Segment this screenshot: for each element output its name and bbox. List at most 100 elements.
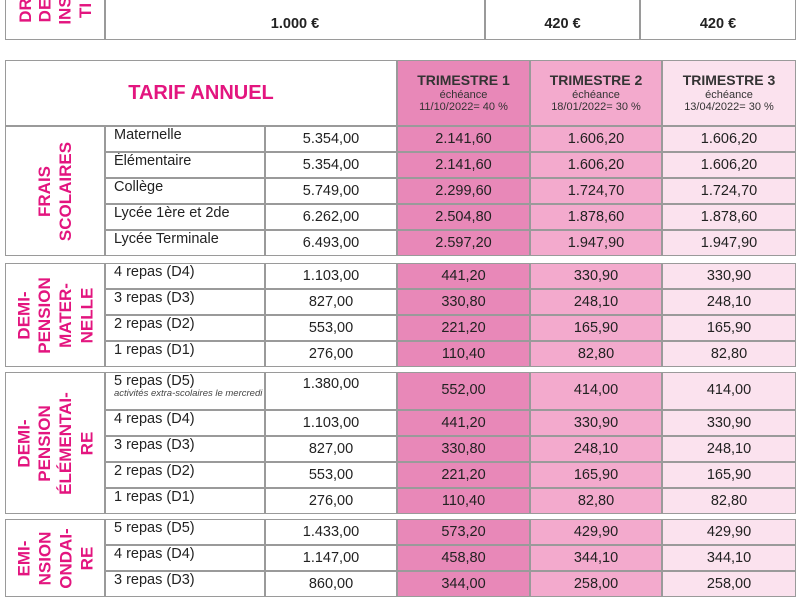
amount: 429,90 [662,519,796,545]
amount: 110,40 [397,341,530,367]
amount: 258,00 [530,571,662,597]
amount: 1.103,00 [265,263,397,289]
amount: 860,00 [265,571,397,597]
amount: 1.103,00 [265,410,397,436]
amount: 248,10 [530,289,662,315]
amount: 1.606,20 [530,152,662,178]
section-cell [5,372,105,514]
row-label: 2 repas (D2) [105,315,265,341]
term-due: échéance [572,88,620,101]
amount: 82,80 [530,341,662,367]
amount: 82,80 [530,488,662,514]
amount: 221,20 [397,315,530,341]
amount: 1.947,90 [662,230,796,256]
amount: 553,00 [265,462,397,488]
amount: 827,00 [265,436,397,462]
amount: 573,20 [397,519,530,545]
amount: 82,80 [662,488,796,514]
amount: 5.354,00 [265,152,397,178]
amount: 330,90 [530,263,662,289]
amount: 1.606,20 [662,126,796,152]
amount: 330,90 [662,410,796,436]
section-label: NSION [34,531,54,585]
row-label: 4 repas (D4) [105,410,265,436]
amount: 1.724,70 [530,178,662,204]
section-label: SCOLAIRES [56,141,76,241]
term-header: TRIMESTRE 2 échéance 18/01/2022= 30 % [530,60,662,126]
row-label-text: 4 repas (D4) [114,411,195,427]
row-label-text: 1 repas (D1) [114,342,195,358]
amount: 441,20 [397,410,530,436]
section-label: RE [76,431,96,455]
amount: 2.504,80 [397,204,530,230]
row-label: 5 repas (D5) [105,519,265,545]
row-label: 2 repas (D2) [105,462,265,488]
amount: 2.141,60 [397,126,530,152]
amount: 248,10 [662,436,796,462]
row-label-text: 3 repas (D3) [114,290,195,306]
amount: 5.749,00 [265,178,397,204]
section-label: PENSION [34,404,54,482]
row-label-text: 5 repas (D5) [114,520,195,536]
amount: 429,90 [530,519,662,545]
row-label: Lycée Terminale [105,230,265,256]
amount: 1.380,00 [265,372,397,410]
section-label: PENSION [34,276,54,354]
section-label: DE [35,0,55,22]
section-label: DR [15,0,35,23]
section-cell [5,126,105,256]
row-label-text: 5 repas (D5) [114,373,195,389]
row-label: 4 repas (D4) [105,263,265,289]
amount: 1.947,90 [530,230,662,256]
amount: 1.606,20 [530,126,662,152]
term-date: 13/04/2022= 30 % [684,100,774,113]
row-label: 4 repas (D4) [105,545,265,571]
amount: 221,20 [397,462,530,488]
amount: 5.354,00 [265,126,397,152]
amount: 165,90 [662,462,796,488]
section-label: EMI- [13,540,33,576]
amount: 248,10 [662,289,796,315]
amount: 248,10 [530,436,662,462]
amount: 6.493,00 [265,230,397,256]
amount: 330,90 [662,263,796,289]
amount: 1.878,60 [530,204,662,230]
amount: 344,10 [662,545,796,571]
row-label-text: Maternelle [114,127,182,143]
row-label-text: 2 repas (D2) [114,463,195,479]
amount: 414,00 [530,372,662,410]
term-name: TRIMESTRE 1 [417,72,510,89]
amount: 165,90 [662,315,796,341]
row-label-text: 4 repas (D4) [114,264,195,280]
row-label-text: 4 repas (D4) [114,546,195,562]
term-date: 11/10/2022= 40 % [419,100,508,113]
amount: 1.433,00 [265,519,397,545]
amount: 441,20 [397,263,530,289]
row-label-text: 3 repas (D3) [114,572,195,588]
section-label: MATER- [55,282,75,348]
row-label: 1 repas (D1) [105,341,265,367]
amount: 1.147,00 [265,545,397,571]
row-label-text: Élémentaire [114,153,192,169]
row-label: 3 repas (D3) [105,571,265,597]
amount: 414,00 [662,372,796,410]
section-cell [5,519,105,597]
amount: 165,90 [530,462,662,488]
section-label: DEMI- [14,290,34,340]
fee-cell: 420 € [485,0,640,40]
row-label: Collège [105,178,265,204]
fee-cell: 420 € [640,0,796,40]
section-label: RE [76,546,96,570]
label-cell [5,0,105,40]
term-due: échéance [705,88,753,101]
row-note: activités extra-scolaires le mercredi [114,388,263,399]
amount: 6.262,00 [265,204,397,230]
row-label-text: 2 repas (D2) [114,316,195,332]
amount: 1.724,70 [662,178,796,204]
section-label: ONDAI- [56,527,76,589]
term-due: échéance [439,88,488,101]
header-title: TARIF ANNUEL [5,60,397,126]
amount: 827,00 [265,289,397,315]
row-label-text: Collège [114,179,164,195]
